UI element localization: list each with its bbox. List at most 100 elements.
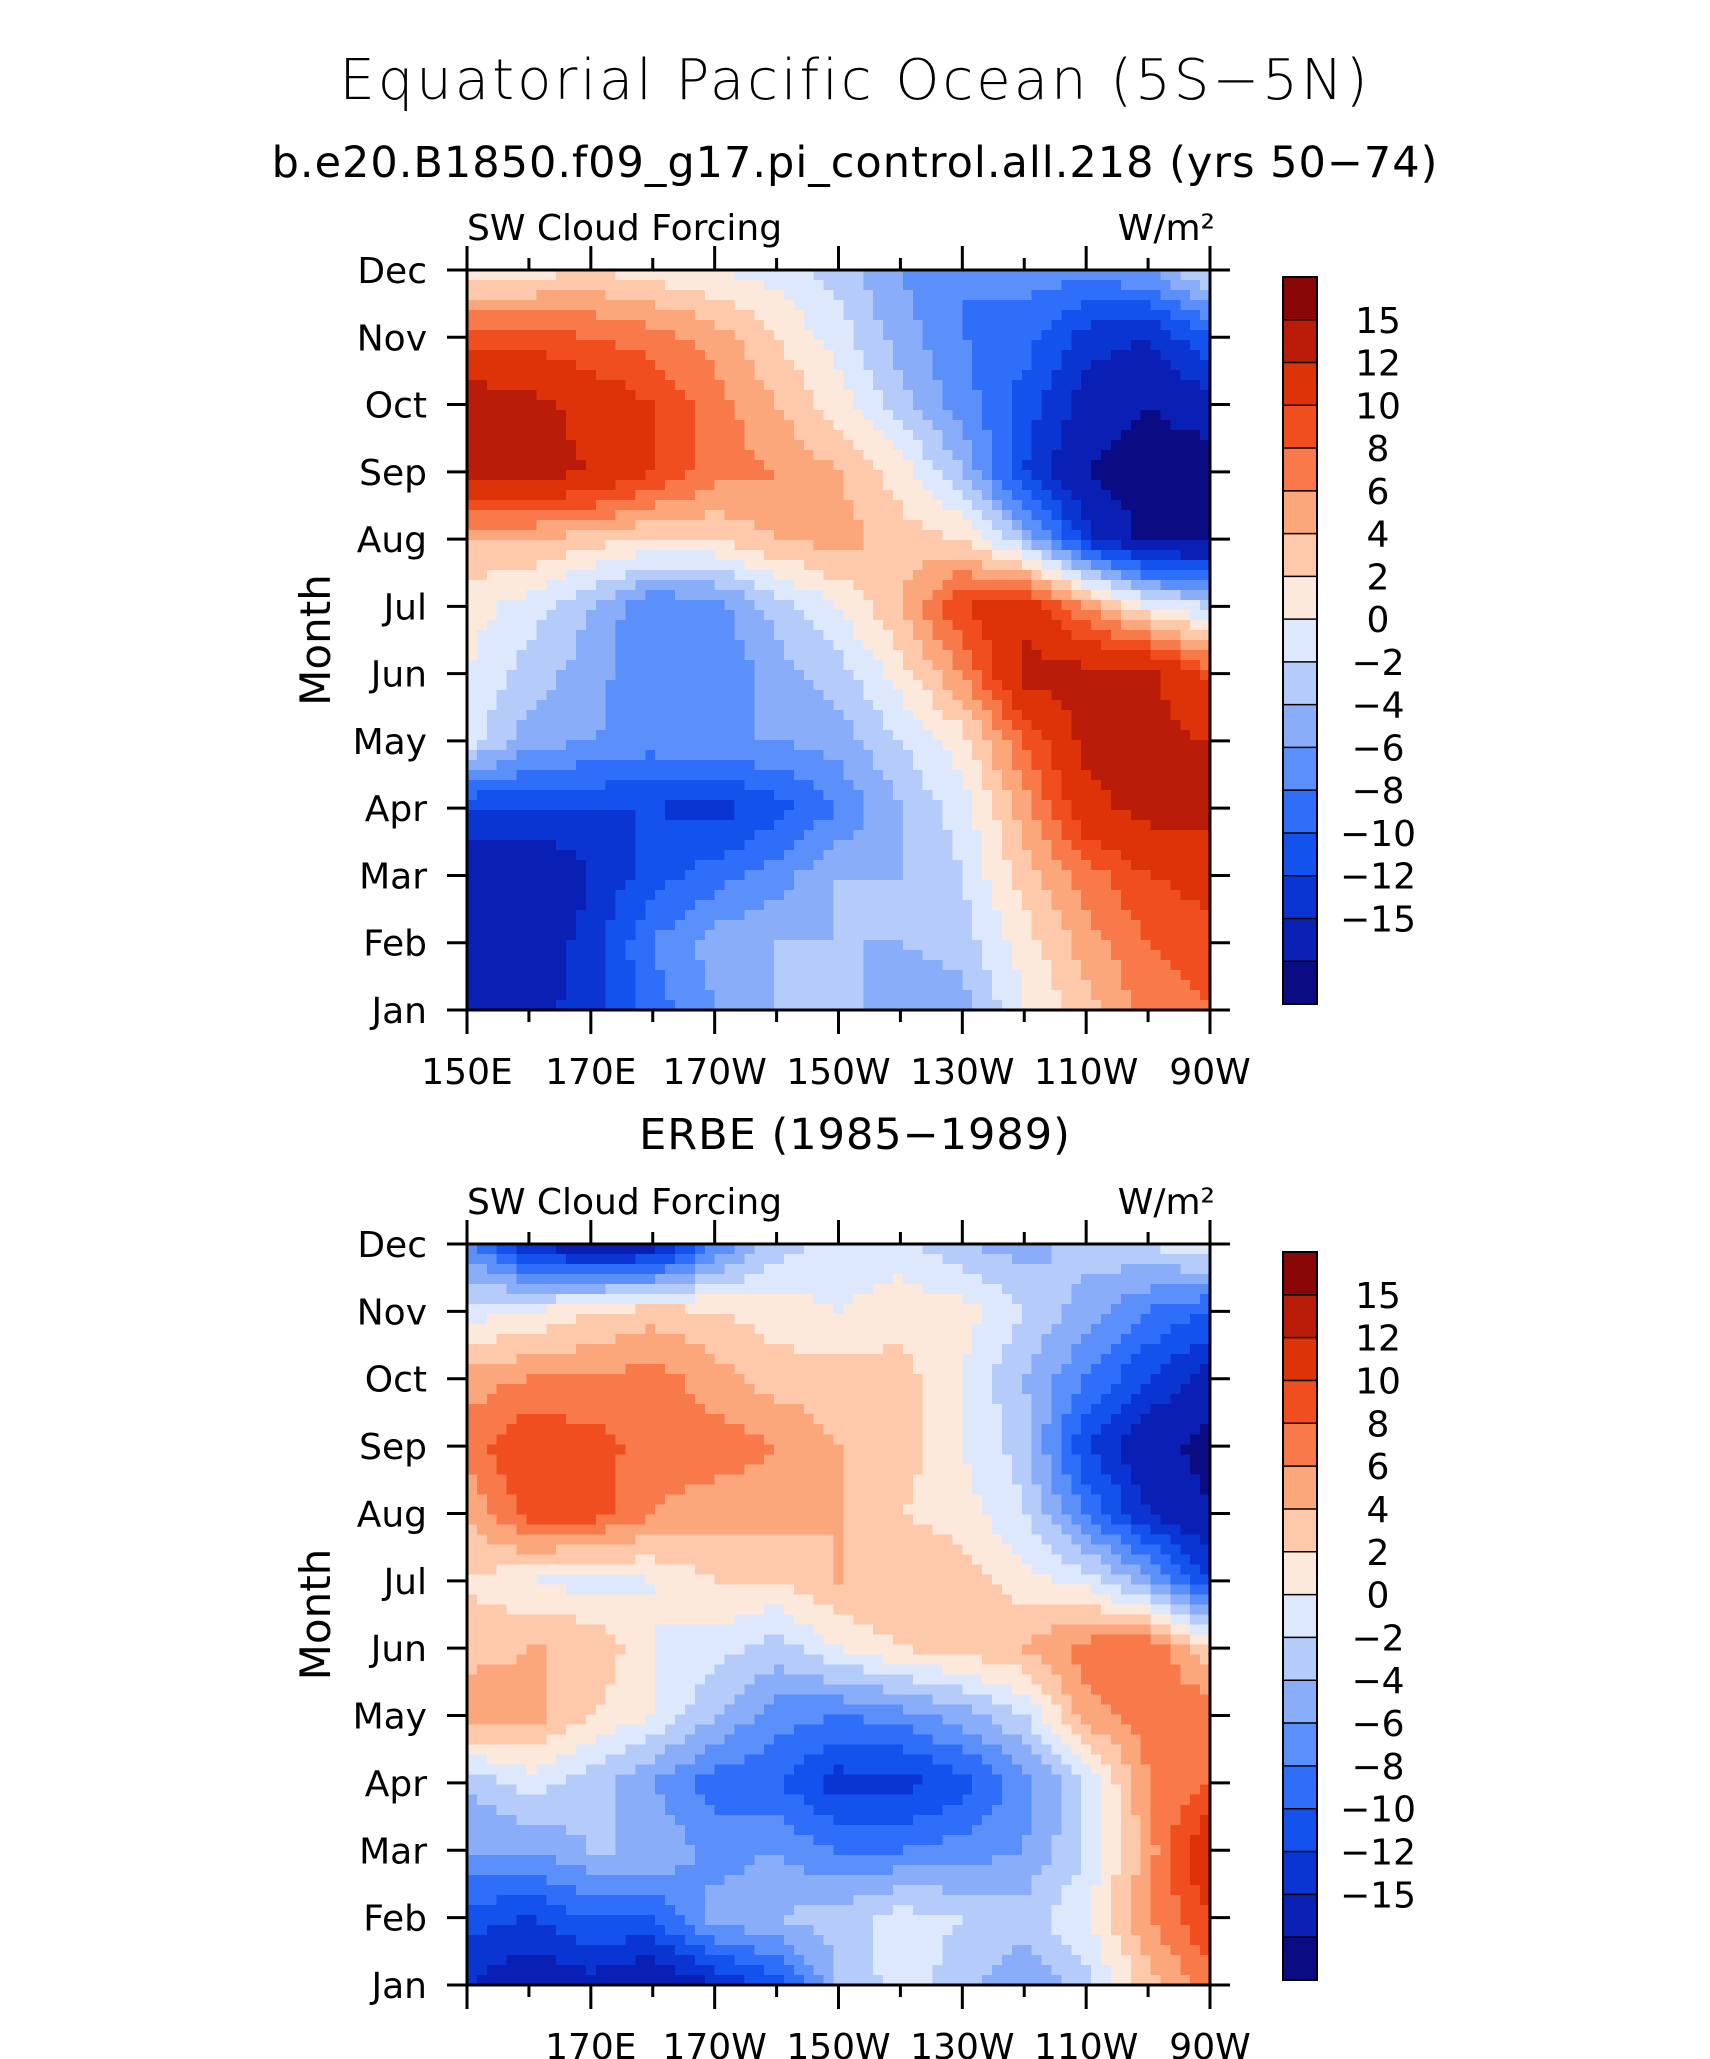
contour-cell: [784, 900, 795, 911]
contour-cell: [556, 800, 567, 811]
contour-cell: [754, 300, 765, 311]
contour-cell: [606, 560, 617, 571]
contour-cell: [526, 450, 537, 461]
contour-cell: [626, 540, 637, 551]
contour-cell: [843, 920, 854, 931]
contour-cell: [616, 530, 627, 541]
contour-cell: [1151, 290, 1162, 301]
contour-cell: [1111, 920, 1122, 931]
contour-cell: [843, 350, 854, 361]
contour-cell: [804, 340, 815, 351]
contour-cell: [814, 820, 825, 831]
contour-cell: [477, 460, 488, 471]
contour-cell: [774, 580, 785, 591]
contour-cell: [903, 330, 914, 341]
contour-cell: [883, 750, 894, 761]
contour-cell: [616, 600, 627, 611]
contour-cell: [992, 760, 1003, 771]
contour-cell: [923, 630, 934, 641]
contour-cell: [883, 680, 894, 691]
contour-cell: [962, 340, 973, 351]
contour-cell: [576, 890, 587, 901]
contour-cell: [754, 650, 765, 661]
contour-cell: [814, 630, 825, 641]
contour-cell: [497, 450, 508, 461]
contour-cell: [645, 920, 656, 931]
contour-cell: [943, 280, 954, 291]
contour-cell: [952, 370, 963, 381]
contour-cell: [1170, 720, 1181, 731]
contour-cell: [517, 410, 528, 421]
contour-cell: [685, 770, 696, 781]
contour-cell: [1091, 840, 1102, 851]
contour-cell: [863, 410, 874, 421]
contour-cell: [774, 860, 785, 871]
contour-cell: [1002, 450, 1013, 461]
contour-cell: [992, 690, 1003, 701]
contour-cell: [467, 770, 478, 781]
contour-cell: [1091, 280, 1102, 291]
contour-cell: [556, 650, 567, 661]
contour-cell: [477, 890, 488, 901]
contour-cell: [853, 430, 864, 441]
contour-cell: [1170, 350, 1181, 361]
contour-cell: [467, 280, 478, 291]
contour-cell: [546, 410, 557, 421]
contour-cell: [507, 560, 518, 571]
contour-cell: [645, 400, 656, 411]
contour-cell: [705, 400, 716, 411]
contour-cell: [962, 920, 973, 931]
contour-cell: [685, 350, 696, 361]
contour-cell: [1002, 840, 1013, 851]
contour-cell: [556, 530, 567, 541]
contour-cell: [685, 380, 696, 391]
contour-cell: [843, 400, 854, 411]
contour-cell: [725, 320, 736, 331]
contour-cell: [665, 770, 676, 781]
contour-cell: [1012, 840, 1023, 851]
contour-cell: [1121, 370, 1132, 381]
contour-cell: [972, 650, 983, 661]
contour-cell: [992, 650, 1003, 661]
contour-cell: [1151, 590, 1162, 601]
contour-cell: [1081, 310, 1092, 321]
contour-cell: [586, 720, 597, 731]
contour-cell: [863, 550, 874, 561]
contour-cell: [764, 490, 775, 501]
contour-cell: [784, 400, 795, 411]
contour-cell: [962, 840, 973, 851]
contour-cell: [774, 470, 785, 481]
contour-cell: [566, 820, 577, 831]
contour-cell: [1170, 770, 1181, 781]
contour-cell: [754, 440, 765, 451]
contour-cell: [487, 910, 498, 921]
contour-cell: [962, 710, 973, 721]
contour-cell: [477, 280, 488, 291]
contour-cell: [536, 380, 547, 391]
contour-cell: [982, 500, 993, 511]
contour-cell: [923, 480, 934, 491]
contour-cell: [784, 640, 795, 651]
contour-cell: [695, 480, 706, 491]
contour-cell: [933, 500, 944, 511]
contour-cell: [1190, 910, 1201, 921]
contour-cell: [1032, 560, 1043, 571]
contour-cell: [814, 420, 825, 431]
contour-cell: [824, 920, 835, 931]
contour-cell: [834, 690, 845, 701]
contour-cell: [1141, 360, 1152, 371]
contour-cell: [1032, 700, 1043, 711]
contour-cell: [596, 600, 607, 611]
contour-cell: [1141, 900, 1152, 911]
contour-cell: [1160, 370, 1171, 381]
contour-cell: [586, 810, 597, 821]
contour-cell: [883, 570, 894, 581]
contour-cell: [566, 870, 577, 881]
contour-cell: [764, 800, 775, 811]
contour-cell: [556, 830, 567, 841]
contour-cell: [943, 600, 954, 611]
contour-cell: [1022, 560, 1033, 571]
contour-cell: [824, 560, 835, 571]
contour-cell: [477, 440, 488, 451]
contour-cell: [1121, 620, 1132, 631]
